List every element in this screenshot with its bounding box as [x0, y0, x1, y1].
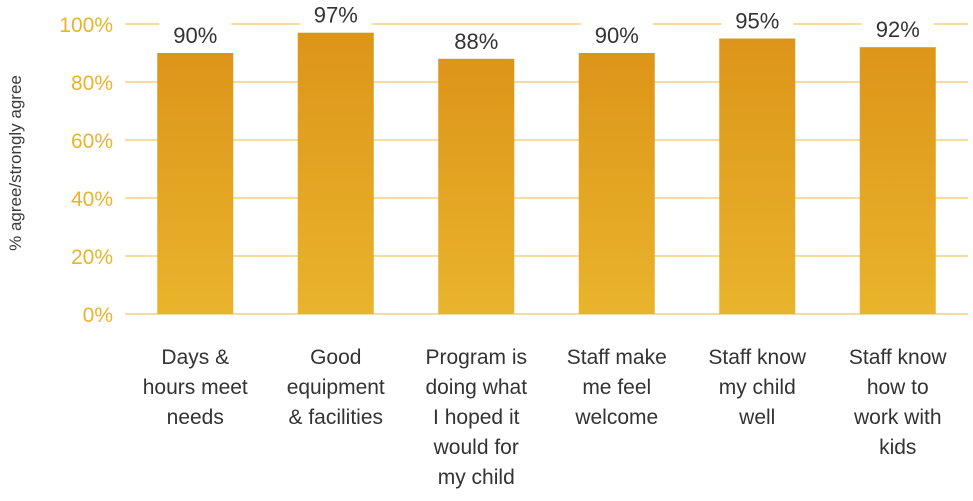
x-category-line: Staff know [708, 346, 807, 369]
x-category-label: Program is doing what I hoped it would for m… [425, 346, 527, 489]
bar [719, 38, 796, 314]
x-category-line: Program is [425, 346, 527, 369]
data-label: 90% [595, 23, 639, 48]
x-category-line: & facilities [288, 406, 383, 429]
x-category-label: Days & hours meet needs [143, 346, 248, 429]
data-label-background [861, 15, 934, 44]
data-label-background [721, 6, 794, 35]
x-category-line: how to [867, 376, 929, 399]
data-label: 90% [173, 23, 217, 48]
x-category-line: my child [719, 376, 796, 399]
y-tick-label: 20% [71, 246, 113, 269]
bar [297, 32, 374, 314]
x-category-line: welcome [574, 406, 658, 429]
data-labels: 90% 97% 88% 90% 95% 92% [159, 0, 934, 55]
data-label: 97% [314, 3, 358, 28]
y-tick-label: 100% [59, 14, 113, 37]
x-category-line: Days & [161, 346, 229, 369]
x-category-line: Good [310, 346, 361, 369]
x-category-line: doing what [425, 376, 527, 399]
data-label-background [159, 21, 232, 49]
bar [438, 58, 515, 314]
bar [859, 47, 936, 314]
x-category-label: Staff make me feel welcome [567, 346, 667, 429]
x-category-label: Good equipment & facilities [287, 346, 385, 429]
bar [157, 53, 234, 314]
y-tick-label: 60% [71, 130, 113, 153]
x-category-line: me feel [582, 376, 651, 399]
x-axis-categories: Days & hours meet needs Good equipment & faci… [143, 346, 948, 489]
x-category-label: Staff know how to work with kids [849, 346, 948, 459]
bars [157, 32, 936, 314]
x-category-line: hours meet [143, 376, 248, 399]
x-category-line: my child [438, 466, 515, 489]
x-category-line: kids [879, 436, 916, 459]
y-tick-label: 80% [71, 72, 113, 95]
x-category-line: needs [167, 406, 224, 429]
x-category-line: Staff know [849, 346, 948, 369]
data-label: 92% [876, 17, 920, 42]
x-category-line: Staff make [567, 346, 667, 369]
x-category-line: equipment [287, 376, 385, 399]
x-category-line: work with [853, 406, 942, 429]
data-label: 95% [735, 9, 779, 34]
data-label: 88% [454, 29, 498, 54]
x-category-line: well [738, 406, 775, 429]
bar [578, 53, 655, 314]
gridlines [125, 23, 968, 315]
x-category-line: I hoped it [433, 406, 520, 429]
x-category-line: would for [433, 436, 519, 459]
data-label-background [440, 26, 513, 55]
y-tick-label: 40% [71, 188, 113, 211]
y-axis-label: % agree/strongly agree [6, 75, 25, 251]
x-category-label: Staff know my child well [708, 346, 807, 429]
y-axis-ticks: 0% 20% 40% 60% 80% 100% [59, 14, 113, 327]
data-label-background [580, 21, 653, 49]
y-tick-label: 0% [83, 304, 113, 327]
data-label-background [299, 0, 372, 29]
